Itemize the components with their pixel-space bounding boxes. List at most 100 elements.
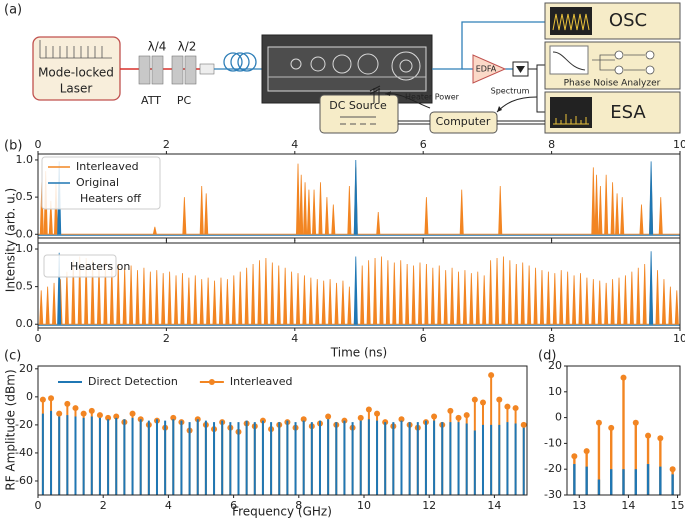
pulse [193, 275, 198, 325]
qwp-label: λ/4 [148, 40, 167, 54]
x-tick-label: 10 [357, 499, 371, 512]
legend-label: Interleaved [76, 160, 139, 173]
y-tick-label: 0.5 [16, 280, 34, 293]
stem-marker [80, 410, 87, 417]
stem-marker [608, 424, 615, 431]
pulse [488, 260, 493, 325]
pulse [610, 279, 615, 325]
spectrum-label: Spectrum [491, 87, 530, 96]
pulse [199, 185, 204, 235]
stem-marker [374, 410, 381, 417]
y-axis-label: RF Amplitude (dBm) [4, 369, 18, 490]
pulse [620, 197, 625, 235]
stem-marker [463, 412, 470, 419]
x-tick-label: 13 [572, 499, 586, 512]
osc-label: OSC [609, 10, 647, 31]
pulse [565, 271, 570, 325]
stem-marker [300, 416, 307, 423]
pulse [591, 279, 596, 325]
stem-marker [471, 396, 478, 403]
pulse [584, 277, 589, 325]
pulse [328, 279, 333, 325]
pulse [405, 264, 410, 325]
pulse [39, 290, 44, 325]
x-tick-label: 14 [621, 499, 635, 512]
pulse [174, 275, 179, 325]
pulse [514, 264, 519, 325]
y-tick-label: 0.0 [16, 227, 34, 240]
x-tick-label: 4 [291, 138, 298, 151]
x-tick-label: 6 [420, 332, 427, 345]
dc-source-box [319, 94, 399, 134]
pulse [604, 282, 609, 325]
x-tick-label: 0 [35, 138, 42, 151]
stem-marker [365, 406, 372, 413]
pulse [552, 273, 557, 325]
photodiode-icon [516, 66, 525, 73]
x-tick-label: 15 [671, 499, 685, 512]
pulse [122, 267, 127, 325]
legend-marker [208, 379, 215, 385]
x-tick-label: 2 [163, 138, 170, 151]
pulse [270, 262, 275, 325]
pulse [353, 159, 358, 235]
pulse [199, 279, 204, 325]
stem-marker [632, 419, 639, 426]
pulse [450, 267, 455, 325]
pulse [629, 271, 634, 325]
x-axis-label: Time (ns) [330, 346, 387, 360]
pulse [306, 189, 311, 235]
pulse [340, 280, 345, 325]
pulse [591, 167, 596, 235]
fiber-loops [214, 52, 262, 72]
pulse [295, 273, 301, 325]
pulse [289, 271, 294, 325]
pulse [658, 197, 663, 235]
pulse [360, 265, 365, 325]
pc-label: PC [177, 94, 192, 107]
pulse [392, 262, 397, 325]
stem-marker [504, 403, 511, 410]
pulse [456, 271, 461, 325]
pulse [302, 275, 307, 325]
pulse [334, 282, 339, 325]
stem-marker [96, 412, 103, 419]
stem-marker [88, 407, 95, 414]
pulse [443, 270, 448, 325]
pulse [578, 273, 583, 325]
pulse [167, 271, 172, 325]
pulse [257, 260, 262, 325]
pulse [495, 258, 500, 325]
y-tick-label: 0.5 [16, 190, 34, 203]
x-tick-label: 6 [420, 138, 427, 151]
pulse [417, 262, 423, 325]
axes-frame [37, 242, 681, 329]
pulse [48, 200, 53, 235]
pna-circuit [592, 50, 655, 75]
pulse [71, 260, 76, 325]
pulse [639, 204, 644, 235]
pulse [206, 277, 211, 325]
optics [138, 55, 215, 85]
osc-screen [550, 7, 592, 35]
stem-marker [512, 405, 519, 412]
pulse [96, 264, 102, 325]
x-tick-label: 8 [548, 332, 555, 345]
chip-rings [267, 46, 427, 92]
stem-marker [48, 395, 55, 402]
panel-label: (b) [4, 139, 22, 154]
pulse [45, 286, 50, 325]
pulse [90, 260, 95, 325]
setup-diagram: (a) Mode-locked Laser ATT PC λ/4 λ/2 EDF… [4, 2, 681, 134]
pulse [244, 267, 249, 325]
pulse [424, 197, 429, 235]
y-tick-label: 20 [548, 359, 562, 372]
pulse [598, 185, 603, 235]
pulse [84, 258, 89, 325]
edfa-label: EDFA [476, 65, 497, 74]
pulse [312, 189, 317, 235]
pulse [283, 267, 288, 325]
pulse [501, 256, 506, 325]
pulse [642, 264, 647, 325]
